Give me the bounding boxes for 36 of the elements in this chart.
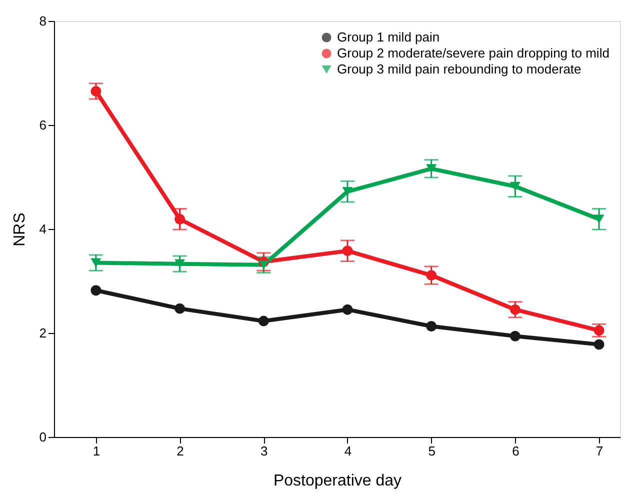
point — [426, 270, 437, 281]
point — [174, 214, 186, 224]
point — [426, 164, 437, 174]
y-tick-label: 4 — [39, 222, 46, 236]
x-tick-label: 3 — [260, 444, 268, 458]
y-tick-label: 2 — [39, 326, 46, 340]
point — [342, 304, 353, 315]
point — [174, 259, 186, 268]
legend-label: Group 1 mild pain — [337, 30, 440, 44]
point — [510, 304, 520, 315]
point — [594, 214, 604, 224]
x-tick-label: 5 — [428, 444, 436, 458]
point — [90, 285, 102, 296]
x-axis-title: Postoperative day — [273, 472, 402, 490]
x-tick-label: 4 — [344, 444, 352, 458]
y-tick-label: 6 — [39, 118, 46, 132]
x-tick-label: 2 — [176, 444, 184, 458]
point — [594, 339, 604, 350]
legend-label: Group 2 moderate/severe pain dropping to mild — [337, 46, 610, 60]
x-tick-label: 6 — [512, 444, 520, 458]
x-tick-label: 7 — [596, 444, 604, 458]
point — [342, 187, 353, 196]
x-tick-label: 1 — [92, 444, 100, 458]
point — [258, 316, 269, 326]
point — [342, 246, 353, 256]
point — [258, 260, 269, 270]
point — [90, 86, 102, 96]
y-tick-label: 0 — [39, 430, 46, 444]
legend-label: Group 3 mild pain rebounding to moderate — [337, 62, 582, 76]
point — [510, 330, 520, 342]
point — [90, 258, 102, 268]
point — [510, 182, 520, 191]
point — [426, 321, 437, 332]
y-tick-label: 8 — [39, 14, 46, 28]
y-axis-title: NRS — [11, 212, 28, 246]
point — [174, 303, 186, 314]
